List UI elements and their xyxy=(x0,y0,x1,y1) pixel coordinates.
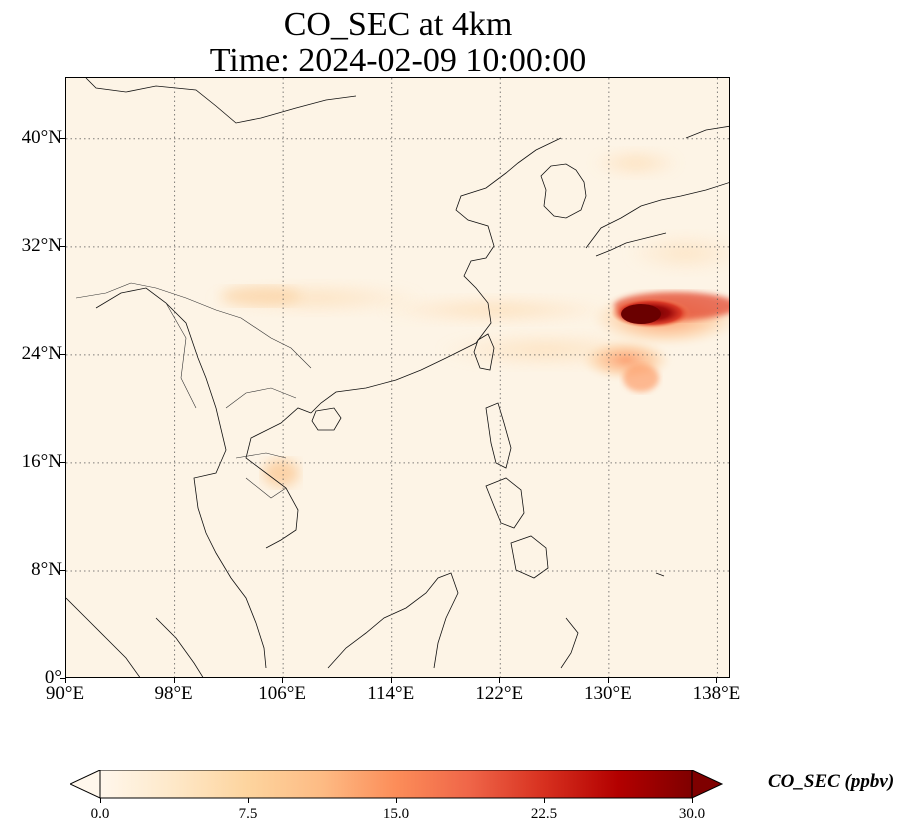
lat-tick-mark xyxy=(60,569,65,571)
lon-tick-mark xyxy=(607,678,609,683)
colorbar-tick-label: 7.5 xyxy=(238,806,258,822)
colorbar-label: CO_SEC (ppbv) xyxy=(768,771,895,792)
lon-tick-label: 138°E xyxy=(692,683,741,704)
colorbar-gradient xyxy=(99,770,693,799)
map-canvas xyxy=(66,78,729,677)
lon-tick-label: 106°E xyxy=(258,683,306,704)
colorbar-extend-min xyxy=(70,770,101,799)
lon-tick-label: 122°E xyxy=(475,683,524,704)
lon-tick-label: 90°E xyxy=(45,683,85,704)
lat-tick-label: 24°N xyxy=(21,342,62,364)
colorbar-tick-mark xyxy=(100,798,101,803)
lon-tick-mark xyxy=(282,678,284,683)
lat-tick-mark xyxy=(60,353,65,355)
lon-tick-label: 130°E xyxy=(583,683,632,704)
colorbar xyxy=(70,770,724,799)
lat-tick-label: 32°N xyxy=(21,234,62,256)
lat-tick-mark xyxy=(60,245,65,247)
coastlines xyxy=(66,78,729,677)
lon-tick-mark xyxy=(499,678,501,683)
lat-tick-label: 0° xyxy=(44,667,62,688)
gridlines xyxy=(66,78,729,677)
colorbar-tick-label: 0.0 xyxy=(90,806,110,822)
lat-tick-label: 16°N xyxy=(21,450,62,472)
map-panel xyxy=(65,77,730,678)
colorbar-tick-mark xyxy=(396,798,397,803)
colorbar-extend-max xyxy=(691,770,724,799)
figure-subtitle: Time: 2024-02-09 10:00:00 xyxy=(209,42,587,79)
lon-tick-mark xyxy=(173,678,175,683)
figure-title: CO_SEC at 4km xyxy=(283,6,513,43)
lon-tick-mark xyxy=(65,678,66,683)
colorbar-tick-label: 30.0 xyxy=(678,806,706,822)
lat-tick-label: 40°N xyxy=(21,126,62,148)
lat-tick-mark xyxy=(60,137,65,139)
lat-tick-mark xyxy=(60,461,65,463)
colorbar-tick-mark xyxy=(248,798,249,803)
lon-tick-mark xyxy=(390,678,392,683)
lon-tick-mark xyxy=(716,678,718,683)
lon-tick-label: 114°E xyxy=(367,683,415,704)
colorbar-tick-label: 15.0 xyxy=(382,806,410,822)
colorbar-tick-mark xyxy=(692,798,693,803)
colorbar-tick-label: 22.5 xyxy=(530,806,558,822)
lon-tick-label: 98°E xyxy=(154,683,193,704)
concentration-field xyxy=(206,149,729,487)
colorbar-tick-mark xyxy=(544,798,545,803)
lat-tick-label: 8°N xyxy=(31,558,62,580)
lat-tick-mark xyxy=(60,678,65,679)
